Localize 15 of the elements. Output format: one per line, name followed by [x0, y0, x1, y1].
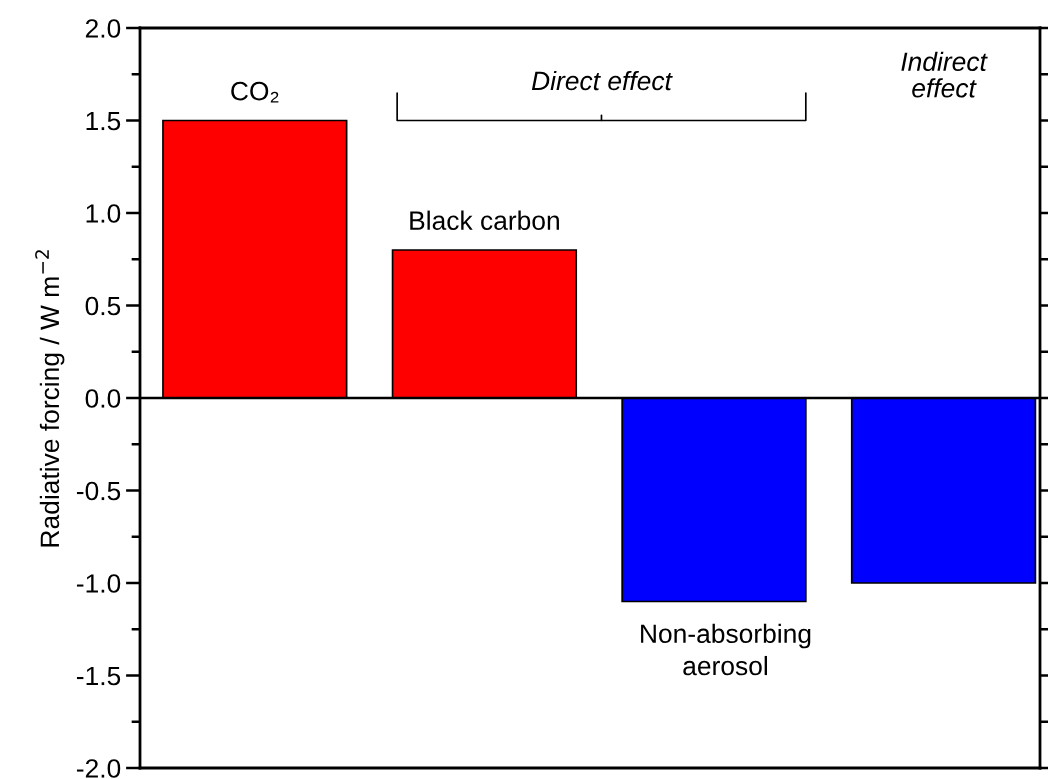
y-tick-label: -0.5 — [76, 481, 121, 501]
annotation: Indirect effect — [901, 51, 988, 98]
y-tick-label: 0.0 — [85, 389, 121, 408]
y-tick-label: 2.0 — [85, 19, 121, 38]
x-tick-label: CO₂ — [231, 81, 279, 103]
y-tick-label: 1.5 — [86, 111, 121, 131]
y-tick-label: -2.0 — [76, 759, 121, 778]
x-tick-label: Black carbon — [410, 210, 559, 230]
y-tick-label: -1.0 — [76, 574, 121, 593]
x-tick-label: Non-absorbing aerosol — [641, 623, 811, 676]
y-tick-label: 0.5 — [85, 296, 121, 316]
y-tick-label: -1.5 — [76, 666, 121, 686]
annotation: Direct effect — [531, 70, 673, 91]
y-tick-label: 1.0 — [86, 204, 121, 223]
y-axis-title: Radiative forcing / W m$^{−2}$ — [35, 250, 65, 547]
